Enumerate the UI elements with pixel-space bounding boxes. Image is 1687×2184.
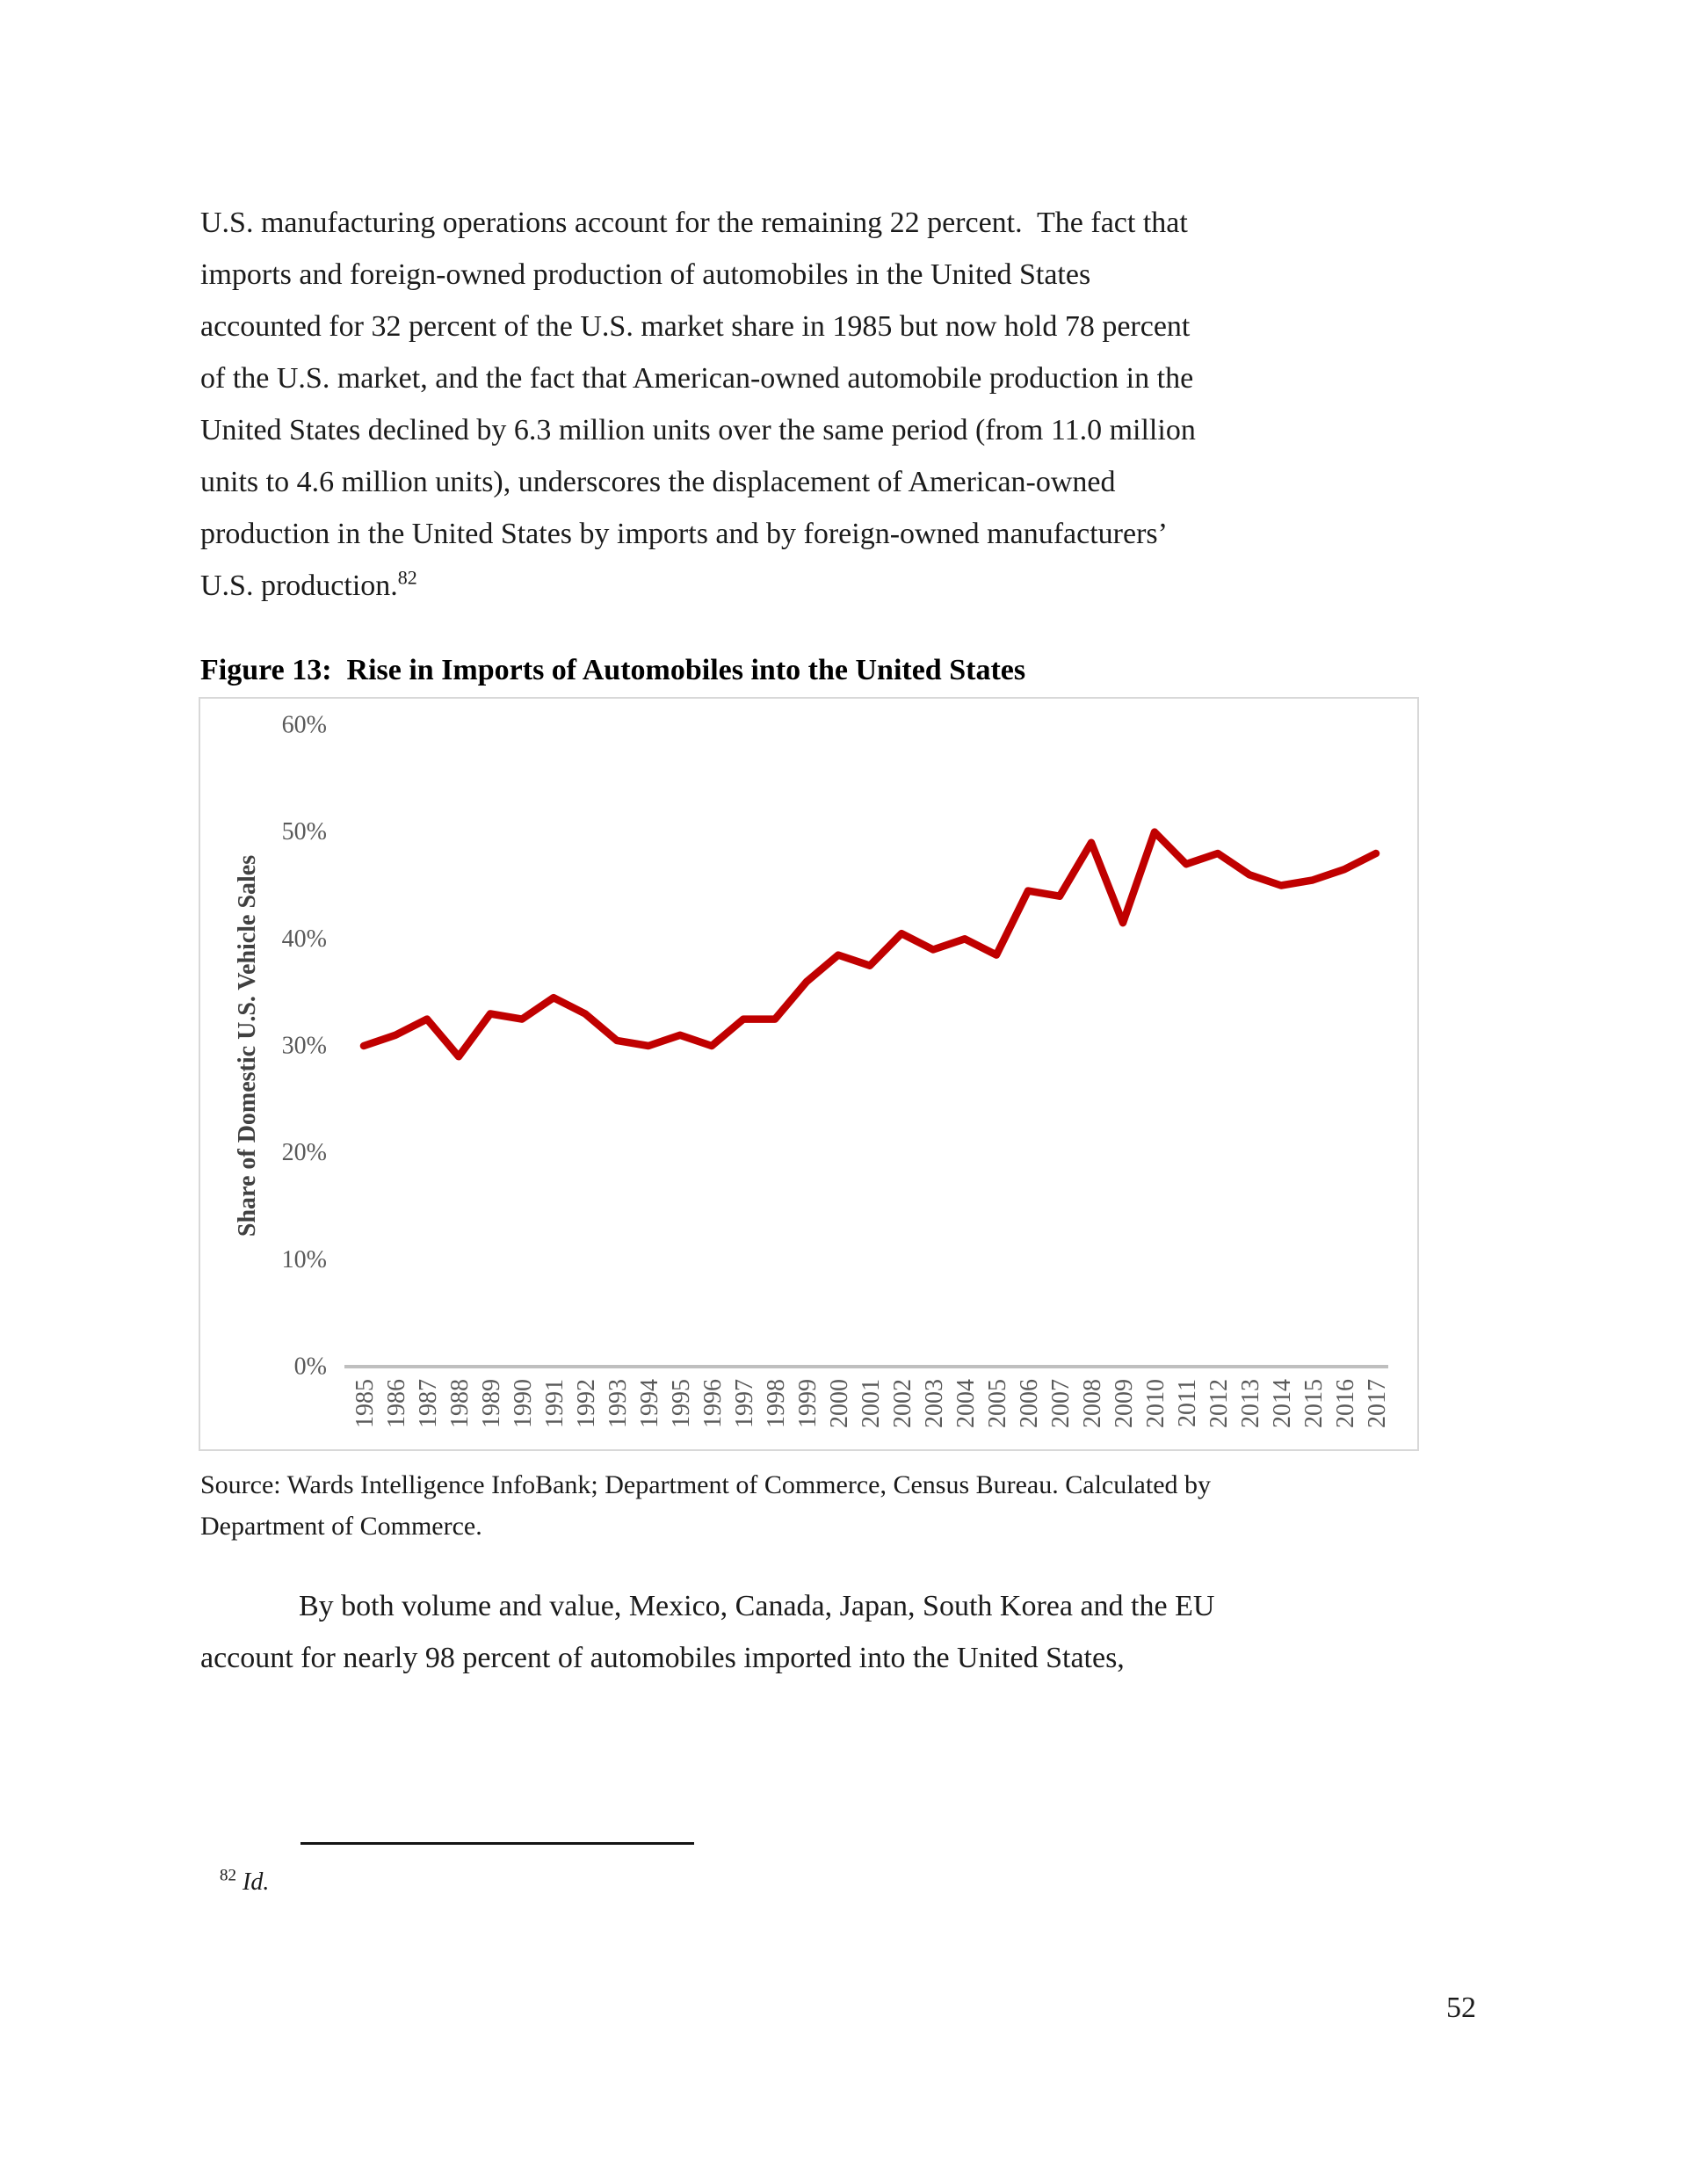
x-tick-label: 2006	[1016, 1379, 1043, 1428]
y-axis-title: Share of Domestic U.S. Vehicle Sales	[234, 855, 261, 1237]
figure-title: Figure 13: Rise in Imports of Automobile…	[200, 654, 1026, 686]
y-tick-label: 10%	[282, 1246, 327, 1273]
x-tick-label: 2003	[921, 1379, 948, 1428]
x-tick-label: 1993	[605, 1379, 632, 1428]
x-tick-label: 1997	[731, 1379, 758, 1428]
y-tick-label: 0%	[294, 1353, 327, 1381]
x-tick-label: 2000	[826, 1379, 853, 1428]
x-tick-label: 1985	[351, 1379, 379, 1428]
paragraph-line: imports and foreign-owned production of …	[200, 258, 1091, 291]
import-share-line	[359, 828, 1380, 1061]
x-tick-label: 2013	[1237, 1379, 1264, 1428]
x-tick-label: 1999	[794, 1379, 822, 1428]
footnote: 82 Id.	[220, 1868, 269, 1897]
source-line: Source: Wards Intelligence InfoBank; Dep…	[200, 1470, 1212, 1499]
x-tick-label: 2007	[1047, 1379, 1075, 1428]
x-tick-label: 2005	[984, 1379, 1011, 1428]
paragraph-2: By both volume and value, Mexico, Canada…	[200, 1580, 1214, 1684]
x-tick-label: 2017	[1364, 1379, 1391, 1428]
paragraph-line: accounted for 32 percent of the U.S. mar…	[200, 310, 1191, 343]
x-tick-label: 2015	[1300, 1379, 1328, 1428]
x-tick-label: 2010	[1142, 1379, 1169, 1428]
paragraph-line: production in the United States by impor…	[200, 518, 1168, 550]
figure-box: Share of Domestic U.S. Vehicle Sales 0% 1…	[199, 697, 1419, 1451]
x-tick-label: 2011	[1174, 1379, 1201, 1427]
page-number: 52	[1446, 1992, 1476, 2024]
x-tick-label: 1996	[699, 1379, 727, 1428]
x-tick-label: 1998	[763, 1379, 790, 1428]
x-tick-label: 1991	[541, 1379, 568, 1428]
paragraph-line: U.S. manufacturing operations account fo…	[200, 207, 1188, 239]
paragraph-line: U.S. production.82	[200, 566, 417, 602]
y-tick-label: 30%	[282, 1032, 327, 1059]
x-tick-label: 1986	[383, 1379, 410, 1428]
x-tick-label: 1994	[636, 1379, 663, 1428]
x-tick-label: 1995	[668, 1379, 695, 1428]
paragraph-1: U.S. manufacturing operations account fo…	[200, 197, 1196, 612]
footnote-reference: 82	[397, 566, 417, 589]
paragraph-line: By both volume and value, Mexico, Canada…	[299, 1590, 1215, 1622]
paragraph-line: units to 4.6 million units), underscores…	[200, 466, 1116, 498]
source-line: Department of Commerce.	[200, 1512, 482, 1541]
y-tick-label: 40%	[282, 925, 327, 953]
figure-source: Source: Wards Intelligence InfoBank; Dep…	[200, 1464, 1211, 1547]
x-tick-label: 2014	[1269, 1379, 1296, 1428]
y-tick-label: 20%	[282, 1139, 327, 1166]
x-tick-label: 2012	[1206, 1379, 1233, 1428]
x-tick-label: 2002	[889, 1379, 916, 1428]
figure-chart-svg: Share of Domestic U.S. Vehicle Sales 0% 1…	[234, 711, 1391, 1428]
footnote-separator	[300, 1842, 694, 1845]
footnote-number: 82	[220, 1866, 236, 1885]
x-tick-label: 2009	[1111, 1379, 1138, 1428]
x-tick-label: 2004	[952, 1379, 980, 1428]
paragraph-line: of the U.S. market, and the fact that Am…	[200, 362, 1194, 395]
y-tick-label: 60%	[282, 711, 327, 738]
chart-render-layer: 0% 10% 20% 30% 40% 50% 60% 1985 1986 1987 1988 1989…	[282, 711, 1391, 1428]
y-tick-label: 50%	[282, 818, 327, 845]
x-tick-label: 2016	[1332, 1379, 1359, 1428]
x-tick-label: 1987	[415, 1379, 442, 1428]
x-tick-label: 1992	[573, 1379, 600, 1428]
x-tick-label: 2001	[858, 1379, 885, 1428]
x-tick-label: 2008	[1079, 1379, 1106, 1428]
paragraph-line: account for nearly 98 percent of automob…	[200, 1642, 1125, 1674]
x-tick-label: 1988	[446, 1379, 474, 1428]
x-tick-label: 1989	[478, 1379, 505, 1428]
x-tick-label: 1990	[510, 1379, 537, 1428]
paragraph-line: United States declined by 6.3 million un…	[200, 414, 1196, 446]
footnote-text: Id.	[243, 1868, 270, 1896]
